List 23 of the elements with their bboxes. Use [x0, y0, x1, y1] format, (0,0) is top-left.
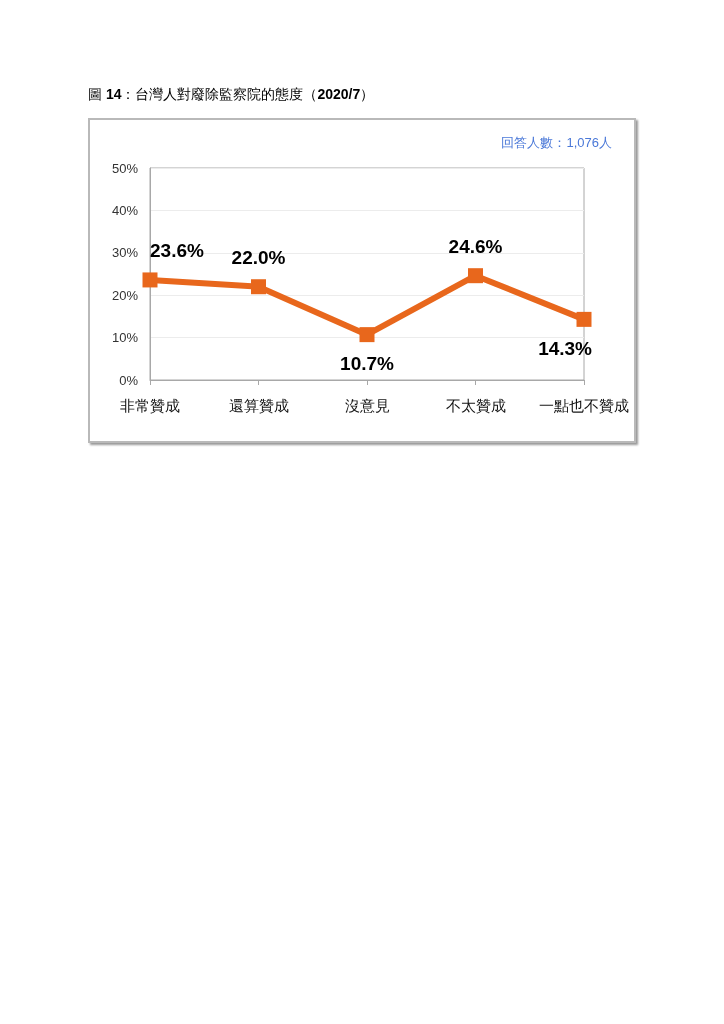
text: 回答人數：1,076人: [501, 135, 613, 150]
y-tick-label: 30%: [111, 245, 139, 261]
y-tick-label: 0%: [119, 372, 139, 388]
y-tick-label: 50%: [111, 160, 139, 176]
y-tick-label: 40%: [111, 202, 139, 218]
data-label: 14.3%: [538, 337, 593, 359]
y-tick-label: 20%: [111, 287, 139, 303]
data-label: 24.6%: [448, 236, 503, 258]
point: [142, 272, 158, 288]
x-tick-label: 沒意見: [344, 397, 390, 414]
y-tick-label: 10%: [111, 330, 139, 346]
x-tick-label: 一點也不贊成: [539, 397, 629, 414]
point: [576, 311, 592, 327]
data-label: 10.7%: [340, 353, 395, 375]
x-tick-label: 還算贊成: [228, 397, 289, 414]
x-tick-label: 不太贊成: [445, 397, 506, 414]
data-label: 23.6%: [150, 240, 204, 262]
x-tick-label: 非常贊成: [120, 397, 180, 414]
point: [251, 279, 266, 295]
point: [468, 268, 483, 284]
chart-title: 圖 14：台灣人對廢除監察院的態度（2020/7）: [88, 86, 375, 104]
point: [359, 327, 375, 343]
data-label: 22.0%: [231, 247, 286, 269]
